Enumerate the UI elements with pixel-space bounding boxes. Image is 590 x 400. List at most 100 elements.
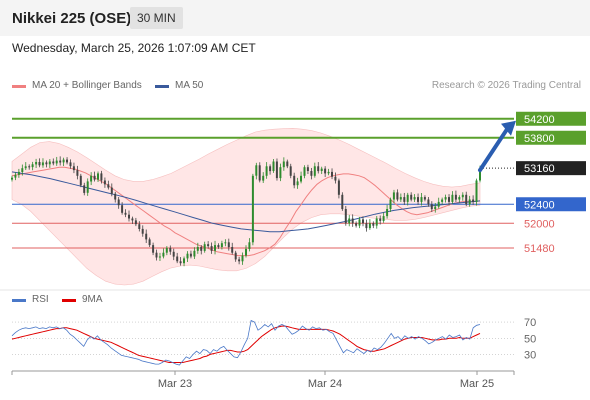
candle-body xyxy=(417,197,419,202)
candle-body xyxy=(90,175,93,182)
candle-body xyxy=(389,199,392,209)
level-tag-52000: 52000 xyxy=(524,218,555,230)
candle-body xyxy=(255,165,258,176)
candle-body xyxy=(210,246,213,251)
candle-body xyxy=(138,224,141,229)
candle-body xyxy=(162,252,165,257)
candle-body xyxy=(313,166,316,176)
candle-body xyxy=(372,223,375,226)
level-tag-bg-53800 xyxy=(516,130,586,145)
candle-body xyxy=(423,197,426,200)
candle-body xyxy=(430,204,433,210)
candle-body xyxy=(451,194,454,202)
candle-body xyxy=(59,160,62,163)
candle-body xyxy=(155,252,158,258)
x-tick-label: Mar 25 xyxy=(460,378,494,390)
candle-body xyxy=(355,223,358,226)
candle-body xyxy=(41,162,44,166)
candle-body xyxy=(72,166,75,171)
candle-body xyxy=(241,255,244,262)
level-tag-52400: 52400 xyxy=(524,199,555,211)
legend-rsi-label: RSI xyxy=(32,294,49,305)
candle-body xyxy=(248,242,251,249)
candle-body xyxy=(52,161,55,164)
candle-body xyxy=(169,247,172,252)
candle-body xyxy=(303,167,306,176)
legend-9ma-label: 9MA xyxy=(82,294,103,305)
header-bar xyxy=(0,0,590,36)
candle-body xyxy=(320,168,323,171)
ma50-line xyxy=(11,171,481,233)
candle-body xyxy=(348,218,351,224)
candle-body xyxy=(413,197,416,200)
ma50-swatch xyxy=(155,85,169,88)
candle-body xyxy=(145,233,148,240)
candle-body xyxy=(48,161,51,165)
candle-body xyxy=(392,192,395,200)
rsi-line xyxy=(11,319,481,366)
candle-body xyxy=(454,194,457,200)
candle-body xyxy=(437,201,440,207)
candle-body xyxy=(341,194,344,210)
candle-body xyxy=(251,175,254,243)
bollinger-band-area xyxy=(11,127,481,286)
level-tag-53800: 53800 xyxy=(524,133,555,145)
candle-body xyxy=(286,161,289,167)
candle-body xyxy=(189,253,192,257)
candle-body xyxy=(207,244,210,247)
legend-ma50: MA 50 xyxy=(155,80,203,91)
candle-body xyxy=(282,161,285,168)
candle-body xyxy=(382,216,385,221)
rsi-tick-70: 70 xyxy=(524,317,536,329)
ma20-swatch xyxy=(12,85,26,88)
timeframe-button[interactable]: 30 MIN xyxy=(130,7,183,29)
candle-body xyxy=(448,197,450,202)
candle-body xyxy=(11,177,13,180)
x-tick-label: Mar 23 xyxy=(158,378,192,390)
rsi-9ma-line xyxy=(11,325,481,363)
candle-body xyxy=(334,176,337,181)
candle-body xyxy=(441,199,444,202)
candle-body xyxy=(17,171,20,175)
candle-body xyxy=(472,199,475,202)
candle-body xyxy=(38,162,41,166)
candle-body xyxy=(31,164,34,168)
candle-body xyxy=(461,194,464,198)
candle-body xyxy=(406,194,409,202)
candle-body xyxy=(279,167,282,179)
candle-body xyxy=(21,168,24,172)
candle-body xyxy=(358,219,361,226)
candle-body xyxy=(172,251,175,257)
candle-body xyxy=(306,167,309,171)
level-tag-53160: 53160 xyxy=(524,163,555,175)
candle-body xyxy=(293,175,296,186)
candle-body xyxy=(399,197,402,200)
candle-body xyxy=(76,170,79,176)
candle-body xyxy=(183,258,185,264)
candles-group xyxy=(11,156,481,267)
candle-body xyxy=(35,162,38,165)
candle-body xyxy=(337,180,340,195)
candle-body xyxy=(265,166,268,176)
candle-body xyxy=(458,197,461,200)
candle-body xyxy=(214,245,216,251)
candle-body xyxy=(362,219,364,224)
candle-body xyxy=(100,173,103,181)
candle-body xyxy=(69,162,72,167)
candle-body xyxy=(141,228,144,234)
level-tag-bg-52400 xyxy=(516,197,586,212)
candle-body xyxy=(193,250,196,257)
candle-body xyxy=(324,168,327,174)
legend-ma20: MA 20 + Bollinger Bands xyxy=(12,80,142,91)
candle-body xyxy=(427,199,430,205)
candle-body xyxy=(396,192,399,200)
legend-rsi: RSI xyxy=(12,294,49,305)
candle-body xyxy=(444,197,447,200)
candle-body xyxy=(203,244,206,251)
candle-body xyxy=(317,166,320,172)
candle-body xyxy=(258,165,261,181)
candle-body xyxy=(296,181,299,186)
candle-body xyxy=(148,239,151,246)
candle-body xyxy=(14,174,17,178)
candle-body xyxy=(410,194,413,200)
